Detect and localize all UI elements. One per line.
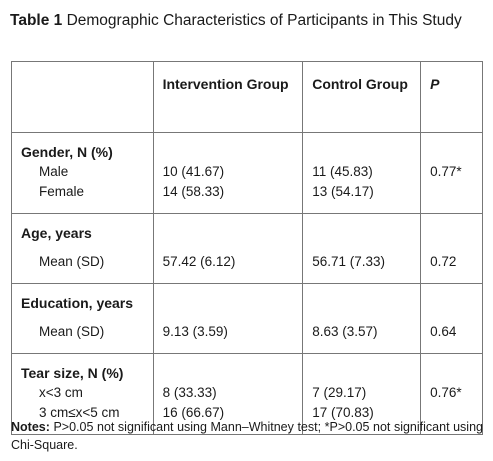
- row-label: Female: [11, 180, 154, 203]
- header-intervention-group: Intervention Group: [152, 61, 304, 133]
- row-label: x<3 cm: [11, 380, 154, 401]
- control-value: 8.63 (3.57): [302, 310, 422, 343]
- p-value: 0.77*: [420, 159, 483, 180]
- p-value: [420, 401, 483, 424]
- header-p-value: P: [420, 61, 483, 133]
- header-cell-empty: [11, 61, 154, 133]
- group-title-gender: Gender, N (%): [11, 132, 154, 159]
- row-label: Male: [11, 159, 154, 180]
- intervention-value: 8 (33.33): [152, 380, 304, 401]
- table-caption-label: Table 1: [10, 12, 63, 29]
- table-notes: Notes: P>0.05 not significant using Mann…: [11, 418, 483, 454]
- intervention-value: 14 (58.33): [152, 180, 304, 203]
- control-value: 7 (29.17): [302, 380, 422, 401]
- intervention-value: 10 (41.67): [152, 159, 304, 180]
- group-title-tear-size: Tear size, N (%): [11, 353, 154, 380]
- row-label: Mean (SD): [11, 310, 154, 343]
- table-notes-label: Notes:: [11, 420, 50, 434]
- intervention-value: 9.13 (3.59): [152, 310, 304, 343]
- row-label: 3 cm≤x<5 cm: [11, 401, 154, 424]
- control-value: 56.71 (7.33): [302, 240, 422, 273]
- control-value: 13 (54.17): [302, 180, 422, 203]
- p-value: 0.72: [420, 240, 483, 273]
- group-title-age: Age, years: [11, 213, 154, 240]
- p-value: 0.76*: [420, 380, 483, 401]
- table-notes-text: P>0.05 not significant using Mann–Whitne…: [11, 420, 483, 452]
- control-value: 11 (45.83): [302, 159, 422, 180]
- intervention-value: 57.42 (6.12): [152, 240, 304, 273]
- table-caption: Table 1 Demographic Characteristics of P…: [10, 9, 485, 32]
- control-value: 17 (70.83): [302, 401, 422, 424]
- table-caption-text: Demographic Characteristics of Participa…: [66, 12, 462, 29]
- group-title-education: Education, years: [11, 283, 154, 310]
- demographics-table: Intervention Group Control Group P Gende…: [11, 61, 483, 435]
- intervention-value: 16 (66.67): [152, 401, 304, 424]
- p-value: 0.64: [420, 310, 483, 343]
- header-control-group: Control Group: [302, 61, 422, 133]
- row-label: Mean (SD): [11, 240, 154, 273]
- p-value: [420, 180, 483, 203]
